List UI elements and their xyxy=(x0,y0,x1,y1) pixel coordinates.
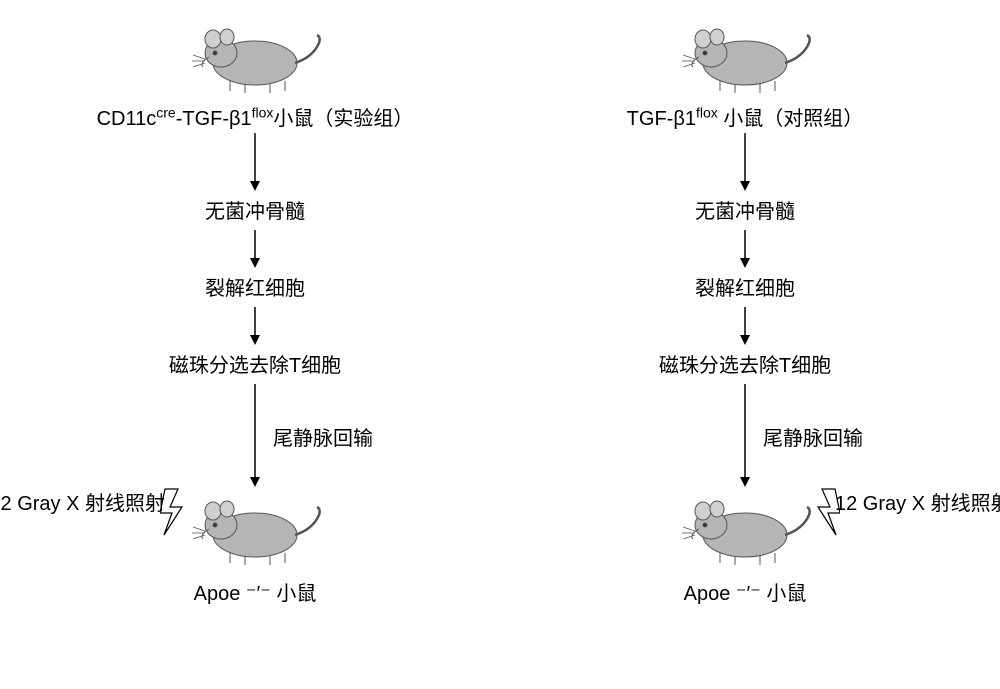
t3: flox xyxy=(252,104,274,120)
left-irradiation-label: 12 Gray X 射线照射 xyxy=(0,487,165,516)
t1: cre xyxy=(156,104,175,120)
mouse-icon xyxy=(675,15,815,100)
right-recipient-label: Apoe ⁻′⁻ 小鼠 xyxy=(684,577,807,606)
left-reinfusion-label: 尾静脉回输 xyxy=(273,422,373,451)
left-title: CD11ccre-TGF-β1flox小鼠（实验组） xyxy=(97,102,414,131)
r1: flox xyxy=(696,104,718,120)
right-reinfusion-label: 尾静脉回输 xyxy=(763,422,863,451)
r0: TGF-β1 xyxy=(627,108,696,130)
arrow-icon xyxy=(735,382,755,487)
mouse-icon xyxy=(185,487,325,572)
arrow-icon xyxy=(245,382,265,487)
t4: 小鼠（实验组） xyxy=(273,108,413,130)
arrow-icon xyxy=(245,305,265,345)
right-step-3: 磁珠分选去除T细胞 xyxy=(659,349,831,378)
left-step-1: 无菌冲骨髓 xyxy=(205,195,305,224)
arrow-icon xyxy=(245,131,265,191)
t2: -TGF-β1 xyxy=(176,108,252,130)
left-recipient-label: Apoe ⁻′⁻ 小鼠 xyxy=(194,577,317,606)
arrow-icon xyxy=(735,305,755,345)
arrow-icon xyxy=(735,131,755,191)
arrow-icon xyxy=(245,228,265,268)
mouse-icon xyxy=(675,487,815,572)
r2: 小鼠（对照组） xyxy=(718,108,864,130)
diagram-container: CD11ccre-TGF-β1flox小鼠（实验组） 无菌冲骨髓 裂解红细胞 磁… xyxy=(0,0,1000,606)
right-step-2: 裂解红细胞 xyxy=(695,272,795,301)
left-column: CD11ccre-TGF-β1flox小鼠（实验组） 无菌冲骨髓 裂解红细胞 磁… xyxy=(25,15,485,606)
left-step-2: 裂解红细胞 xyxy=(205,272,305,301)
right-step-1: 无菌冲骨髓 xyxy=(695,195,795,224)
right-column: TGF-β1flox 小鼠（对照组） 无菌冲骨髓 裂解红细胞 磁珠分选去除T细胞… xyxy=(515,15,975,606)
arrow-icon xyxy=(735,228,755,268)
left-step-3: 磁珠分选去除T细胞 xyxy=(169,349,341,378)
t0: CD11c xyxy=(97,108,157,130)
mouse-icon xyxy=(185,15,325,100)
right-title: TGF-β1flox 小鼠（对照组） xyxy=(627,102,864,131)
right-irradiation-label: 12 Gray X 射线照射 xyxy=(835,487,1000,516)
